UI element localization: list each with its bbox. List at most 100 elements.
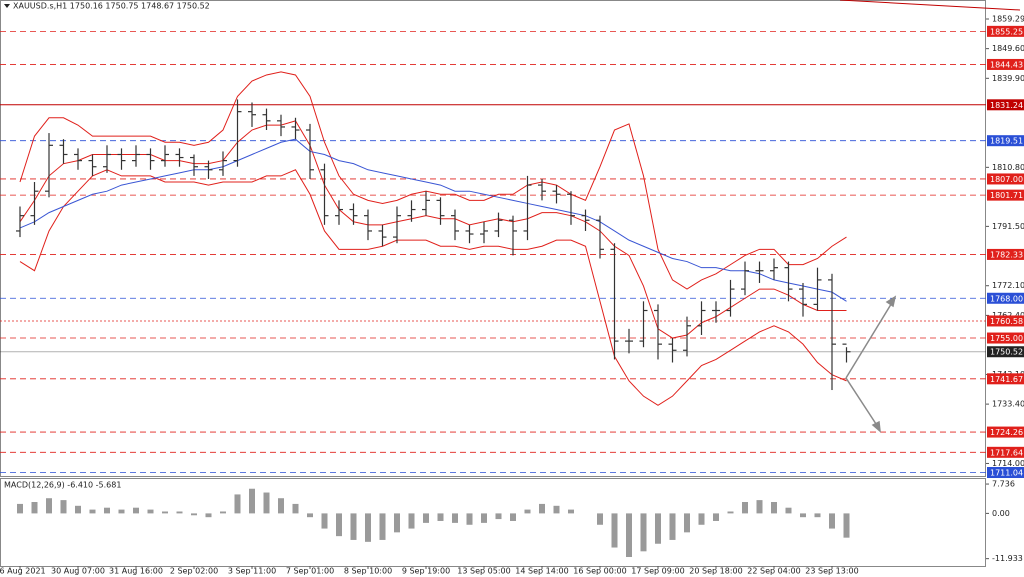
macd-bar [495,513,502,520]
level-label: 1750.52 [990,348,1023,357]
macd-bar [321,513,328,529]
macd-bar [423,513,429,523]
level-label: 1724.26 [990,428,1023,437]
level-label-box [987,467,1024,479]
macd-y-tick-label: 0.00 [992,509,1010,518]
macd-bar [437,513,444,521]
macd-panel-frame [0,478,986,567]
indicator-line [19,71,847,290]
x-tick-label: 31 Aug 16:00 [109,567,163,576]
macd-bar [176,511,183,514]
x-tick-label: 9 Sep 19:00 [402,567,450,576]
x-tick-label: 7 Sep 01:00 [286,567,334,576]
price-axis [986,0,1024,577]
macd-bar [481,513,487,523]
macd-bar [568,509,574,514]
y-tick-label: 1772.10 [992,281,1024,290]
level-label-box [987,292,1024,304]
macd-bar [118,509,125,514]
macd-bar [205,513,212,518]
macd-bar [278,498,284,514]
level-label: 1768.00 [990,294,1023,303]
level-label-box [987,332,1024,344]
level-label-box [987,446,1024,458]
x-tick-label: 14 Sep 14:00 [515,567,568,576]
macd-bar [684,513,690,533]
y-tick-label: 1791.50 [992,222,1024,231]
level-label: 1801.71 [990,191,1023,200]
macd-bar [60,500,67,514]
macd-bar [307,513,313,518]
arrow-down [845,377,879,428]
menu-triangle[interactable] [4,4,10,8]
macd-bar [669,513,676,540]
macd-bar [234,494,241,514]
macd-bar [524,509,531,514]
x-tick-label: 22 Sep 04:00 [747,567,800,576]
macd-bar [104,507,110,514]
x-tick-label: 26 Aug 2021 [0,567,46,576]
macd-bar [17,503,23,514]
level-label-box [987,25,1024,37]
indicator-line [19,138,847,302]
level-label: 1755.00 [990,334,1023,343]
level-label: 1760.58 [990,317,1023,326]
x-tick-label: 8 Sep 10:00 [344,567,392,576]
level-label-box [987,248,1024,260]
x-tick-label: 16 Sep 00:00 [573,567,626,576]
macd-bar [553,505,560,514]
macd-bar [162,511,168,514]
y-tick-label: 1714.00 [992,459,1024,468]
macd-bar [814,513,821,518]
macd-bar [452,513,458,523]
macd-bar [75,505,81,514]
macd-y-tick-label: 7.736 [992,480,1015,489]
macd-bar [249,488,255,514]
macd-bar [626,513,632,558]
y-tick-label: 1859.29 [992,14,1024,23]
level-label: 1807.00 [990,175,1023,184]
level-label: 1717.64 [990,448,1023,457]
macd-bar [394,513,400,533]
macd-bar [756,500,763,514]
x-tick-label: 2 Sep 02:00 [170,567,218,576]
level-label: 1844.43 [990,60,1023,69]
level-label-box [987,315,1024,327]
macd-bar [539,503,545,514]
macd-bar [655,513,661,544]
level-label: 1782.33 [990,250,1023,259]
x-tick-label: 20 Sep 18:00 [689,567,742,576]
level-label-box [987,135,1024,147]
macd-bar [408,513,415,529]
indicator-line [19,120,847,339]
macd-bar [800,513,806,518]
y-tick-label: 1849.60 [992,44,1024,53]
x-tick-label: 17 Sep 09:00 [631,567,684,576]
y-tick-label: 1810.80 [992,163,1024,172]
macd-bar [640,513,647,552]
macd-bar [829,513,835,529]
macd-bar [785,507,792,514]
level-label: 1819.51 [990,137,1023,146]
macd-bar [843,513,850,538]
macd-bar [31,502,38,514]
level-label-box [987,346,1024,358]
macd-bar [89,509,96,514]
macd-bar [510,513,516,521]
level-label: 1711.04 [990,469,1023,478]
main-panel-frame [0,0,986,477]
macd-bar [336,513,342,537]
arrow-down-head [871,420,881,433]
level-label-box [987,173,1024,185]
macd-bar [191,513,197,516]
x-tick-label: 13 Sep 05:00 [457,567,510,576]
macd-bar [365,513,371,542]
macd-bar [466,513,473,525]
scenario-arrows [845,295,897,433]
y-tick-label: 1762.40 [992,311,1024,320]
macd-bar [292,503,299,514]
macd-bar [220,511,226,514]
macd-bar [727,511,734,514]
